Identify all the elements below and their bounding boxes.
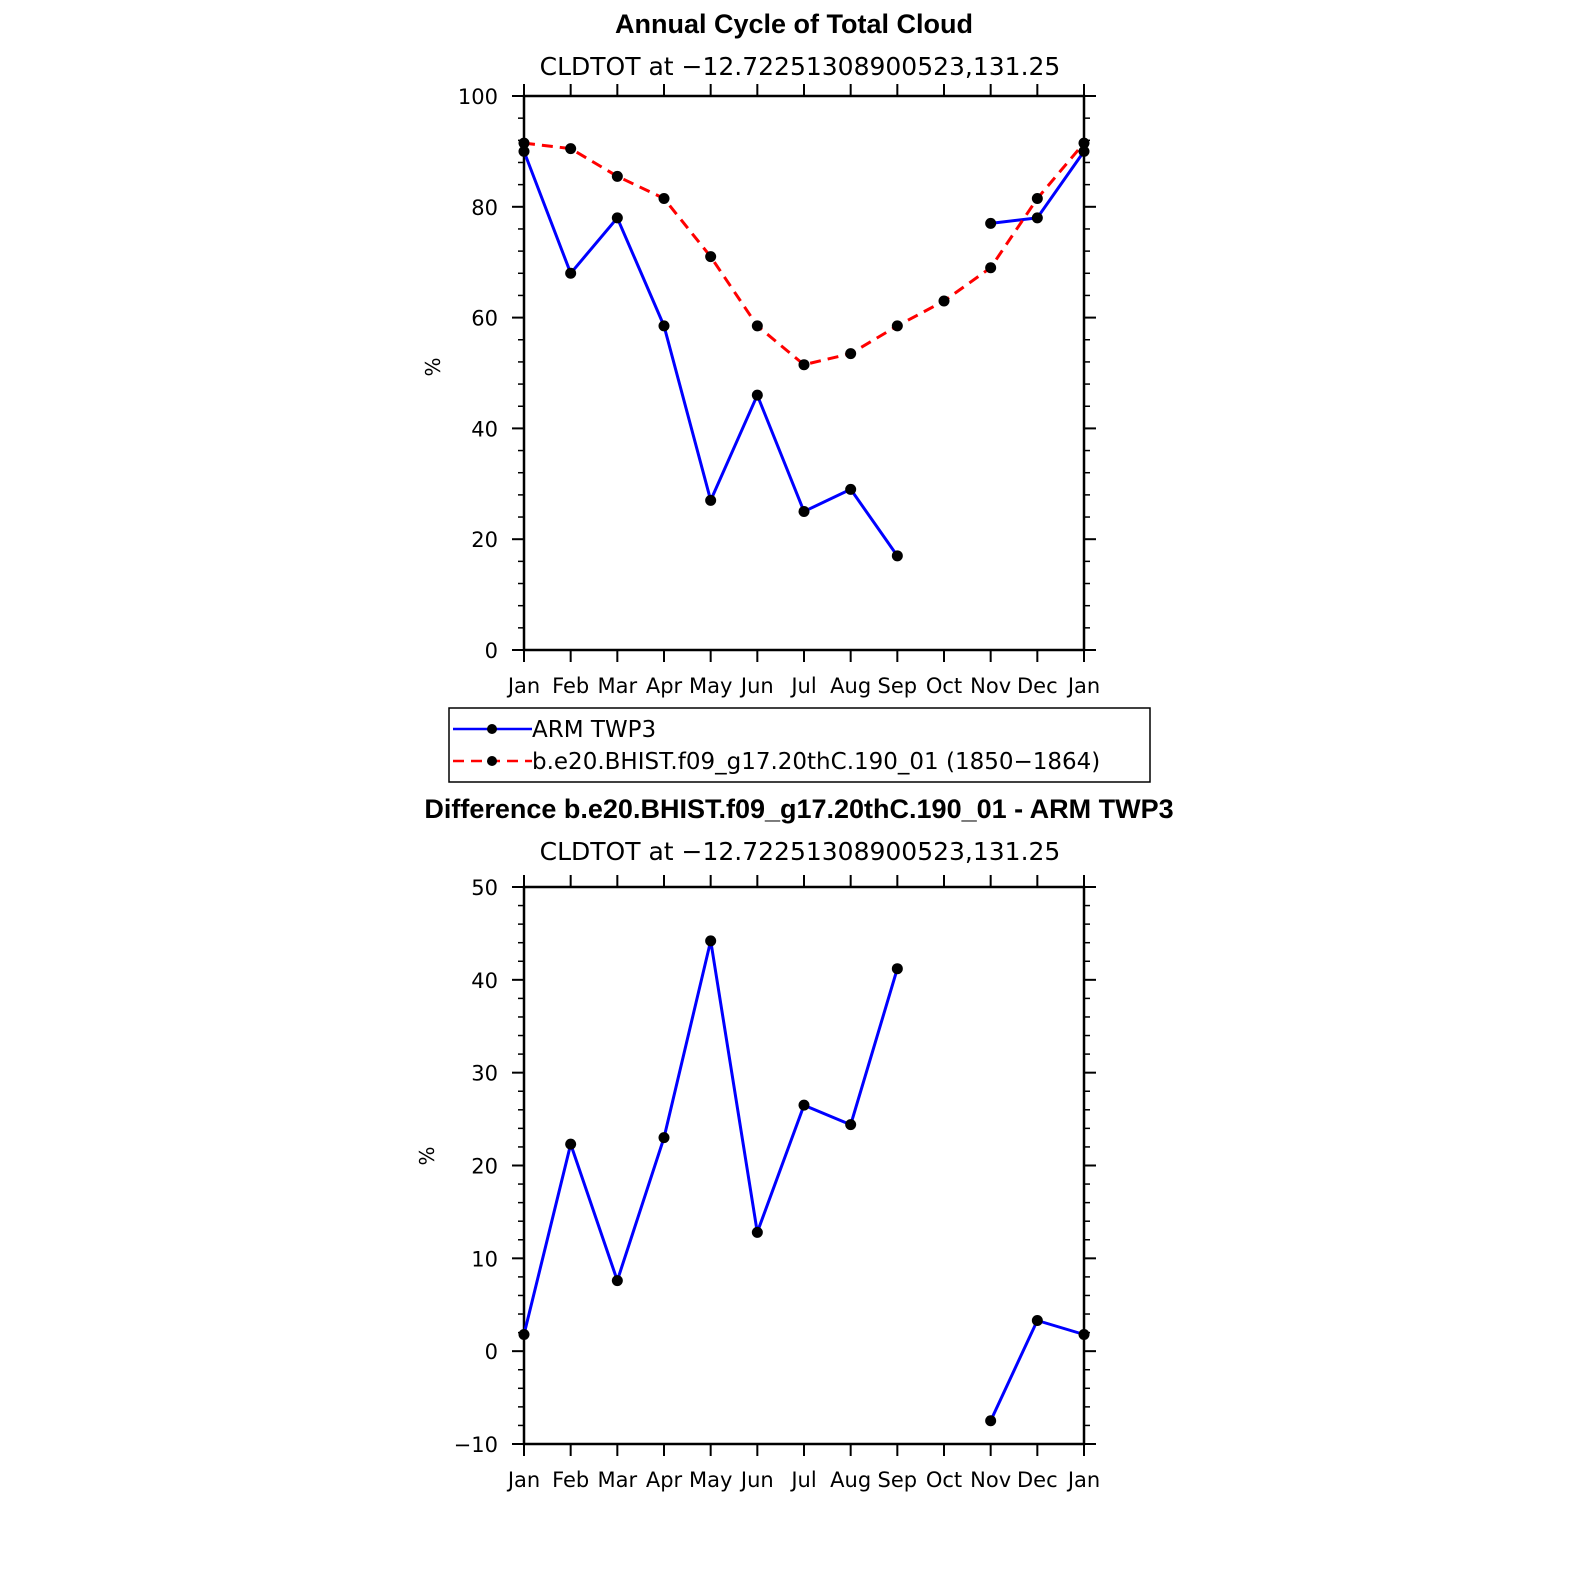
x-tick-label: Feb xyxy=(552,1468,589,1492)
data-point xyxy=(658,320,670,332)
data-point xyxy=(985,217,997,229)
x-tick-label: Dec xyxy=(1017,674,1058,698)
series-line xyxy=(989,1318,1085,1422)
y-tick-label: 20 xyxy=(471,1155,498,1179)
x-tick-label: Jul xyxy=(789,674,816,698)
data-point xyxy=(985,1415,997,1427)
difference-chart: Difference b.e20.BHIST.f09_g17.20thC.190… xyxy=(415,794,1174,1492)
data-point xyxy=(845,483,857,495)
data-point xyxy=(565,143,577,155)
x-tick-label: Jan xyxy=(506,674,540,698)
data-point xyxy=(611,1275,623,1287)
y-tick-label: 20 xyxy=(471,528,498,552)
legend-box xyxy=(448,707,1151,783)
data-point xyxy=(518,137,530,149)
x-tick-label: Jun xyxy=(739,674,774,698)
x-tick-label: Apr xyxy=(646,674,683,698)
y-axis-label: % xyxy=(415,1146,439,1165)
y-axis-label: % xyxy=(421,357,445,376)
annual-cycle-chart: Annual Cycle of Total Cloud CLDTOT at −1… xyxy=(421,9,1100,698)
y-tick-label: 0 xyxy=(485,639,498,663)
x-tick-label: May xyxy=(689,1468,732,1492)
x-tick-label: Dec xyxy=(1017,1468,1058,1492)
data-point xyxy=(751,320,763,332)
data-point xyxy=(611,170,623,182)
y-tick-label: 50 xyxy=(471,876,498,900)
y-tick-label: 80 xyxy=(471,196,498,220)
legend-label-model: b.e20.BHIST.f09_g17.20thC.190_01 (1850−1… xyxy=(532,749,1100,775)
y-tick-label: 40 xyxy=(471,969,498,993)
data-point xyxy=(1078,145,1090,157)
x-tick-label: Oct xyxy=(926,674,962,698)
x-tick-label: Jan xyxy=(1066,674,1100,698)
y-tick-label: 40 xyxy=(471,417,498,441)
legend-entry-arm: ARM TWP3 xyxy=(453,717,656,743)
data-point xyxy=(565,267,577,279)
data-point xyxy=(1031,192,1043,204)
legend-entry-model: b.e20.BHIST.f09_g17.20thC.190_01 (1850−1… xyxy=(453,749,1100,775)
x-tick-label: Aug xyxy=(830,1468,871,1492)
y-tick-label: 0 xyxy=(485,1340,498,1364)
legend-marker-arm xyxy=(487,724,497,734)
y-tick-label: 60 xyxy=(471,307,498,331)
x-tick-label: Mar xyxy=(598,674,638,698)
chart-subtitle: CLDTOT at −12.72251308900523,131.25 xyxy=(540,52,1061,81)
x-tick-label: Sep xyxy=(878,674,918,698)
legend-label-arm: ARM TWP3 xyxy=(532,717,656,743)
data-point xyxy=(845,1119,857,1131)
data-point xyxy=(845,348,857,360)
data-point xyxy=(1031,1315,1043,1327)
data-point xyxy=(891,320,903,332)
data-point xyxy=(518,1328,530,1340)
x-tick-label: Nov xyxy=(970,1468,1011,1492)
data-point xyxy=(705,935,717,947)
legend-marker-model xyxy=(487,756,497,766)
chart-subtitle: CLDTOT at −12.72251308900523,131.25 xyxy=(540,837,1061,866)
data-point xyxy=(1078,1328,1090,1340)
x-tick-label: Nov xyxy=(970,674,1011,698)
data-point xyxy=(611,212,623,224)
plot-frame xyxy=(522,885,1086,1446)
y-tick-label: 100 xyxy=(458,85,498,109)
x-tick-label: Mar xyxy=(598,1468,638,1492)
data-point xyxy=(705,251,717,263)
series-line xyxy=(523,141,1086,367)
y-tick-label: 10 xyxy=(471,1247,498,1271)
data-point xyxy=(985,262,997,274)
x-tick-label: Jun xyxy=(739,1468,774,1492)
x-tick-label: Jan xyxy=(506,1468,540,1492)
x-tick-label: Oct xyxy=(926,1468,962,1492)
data-point xyxy=(891,963,903,975)
plot-frame xyxy=(522,94,1086,652)
data-point xyxy=(751,389,763,401)
data-point xyxy=(565,1138,577,1150)
x-tick-label: Aug xyxy=(830,674,871,698)
x-tick-label: May xyxy=(689,674,732,698)
data-point xyxy=(705,494,717,506)
data-point xyxy=(1031,212,1043,224)
x-tick-label: Jul xyxy=(789,1468,816,1492)
x-tick-label: Feb xyxy=(552,674,589,698)
chart-title: Difference b.e20.BHIST.f09_g17.20thC.190… xyxy=(424,794,1173,824)
y-tick-label: 30 xyxy=(471,1062,498,1086)
x-tick-label: Apr xyxy=(646,1468,683,1492)
x-tick-label: Jan xyxy=(1066,1468,1100,1492)
data-point xyxy=(658,192,670,204)
data-point xyxy=(751,1226,763,1238)
data-point xyxy=(938,295,950,307)
data-point xyxy=(1078,137,1090,149)
data-point xyxy=(658,1132,670,1144)
data-point xyxy=(891,550,903,562)
data-point xyxy=(798,359,810,371)
data-point xyxy=(798,506,810,517)
data-point xyxy=(798,1099,810,1111)
legend: ARM TWP3 b.e20.BHIST.f09_g17.20thC.190_0… xyxy=(448,707,1151,783)
x-tick-label: Sep xyxy=(878,1468,918,1492)
series-line xyxy=(522,940,899,1335)
chart-title: Annual Cycle of Total Cloud xyxy=(615,9,973,39)
data-point xyxy=(518,145,530,157)
y-tick-label: −10 xyxy=(454,1433,498,1457)
